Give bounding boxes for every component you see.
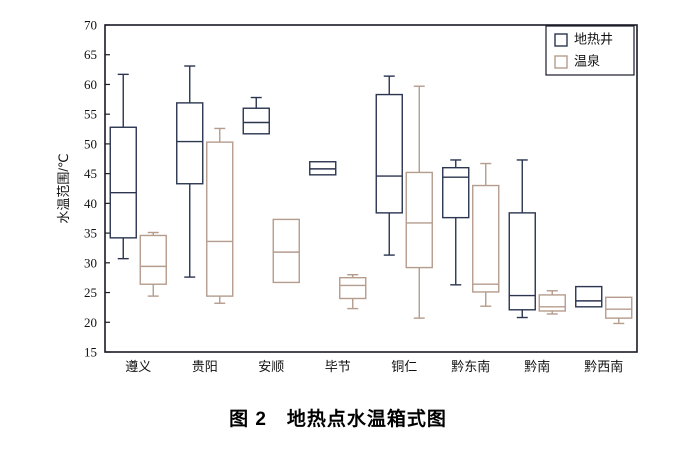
box-iqr xyxy=(575,285,603,308)
box-iqr xyxy=(339,276,367,300)
box-iqr xyxy=(405,171,433,269)
box-plot-box xyxy=(472,162,500,307)
y-axis-ticks: 15 20 25 30 35 40 45 50 55 60 65 70 xyxy=(84,18,110,360)
box-plot-box xyxy=(242,96,270,135)
box-plot-box xyxy=(309,161,337,176)
box-iqr xyxy=(538,294,566,312)
box-plot-box xyxy=(605,296,633,325)
box-iqr xyxy=(272,218,300,284)
y-tick-label: 65 xyxy=(84,47,97,62)
box-plot-box xyxy=(109,73,137,260)
box-iqr xyxy=(242,107,270,135)
box-plot-box xyxy=(176,65,204,278)
box-plot-series xyxy=(109,65,633,325)
legend-label-geothermal-well: 地热井 xyxy=(574,31,613,46)
legend-label-hot-spring: 温泉 xyxy=(574,53,600,68)
box-plot-box xyxy=(339,274,367,310)
y-tick-label: 30 xyxy=(84,255,97,270)
x-axis-category-label: 黔东南 xyxy=(451,359,490,374)
y-tick-label: 25 xyxy=(84,285,97,300)
plot-area-border xyxy=(104,24,638,353)
box-iqr xyxy=(508,212,536,311)
x-axis-category-label: 黔南 xyxy=(524,359,550,374)
y-tick-label: 40 xyxy=(84,196,97,211)
box-iqr xyxy=(375,93,403,214)
x-axis-category-label: 贵阳 xyxy=(192,359,218,374)
y-axis-title-text: 水温范围/℃ xyxy=(56,153,71,223)
y-tick-label: 55 xyxy=(84,107,97,122)
x-axis-labels: 遵义 贵阳 安顺 毕节 铜仁 黔东南 黔南 黔西南 xyxy=(125,359,623,374)
x-axis-category-label: 黔西南 xyxy=(584,359,623,374)
y-tick-label: 70 xyxy=(84,18,97,33)
legend-swatch-geothermal-well xyxy=(554,33,568,47)
box-plot-box xyxy=(206,127,234,304)
y-tick-label: 45 xyxy=(84,166,97,181)
x-axis-category-label: 安顺 xyxy=(258,359,284,374)
box-plot-box xyxy=(442,159,470,286)
series-hot-spring xyxy=(139,85,633,325)
series-geothermal-well xyxy=(109,65,603,319)
box-iqr xyxy=(109,126,137,239)
box-plot-box xyxy=(405,85,433,319)
box-plot-box xyxy=(375,75,403,256)
legend-swatch-hot-spring xyxy=(554,55,568,69)
box-plot-box xyxy=(538,290,566,315)
x-axis-category-label: 遵义 xyxy=(125,359,151,374)
y-tick-label: 50 xyxy=(84,136,97,151)
box-plot-box xyxy=(575,285,603,308)
y-tick-label: 60 xyxy=(84,77,97,92)
y-tick-label: 15 xyxy=(84,345,97,360)
y-tick-label: 35 xyxy=(84,226,97,241)
box-plot-box xyxy=(139,231,167,297)
plot-frame xyxy=(104,24,638,353)
x-axis-category-label: 毕节 xyxy=(325,359,351,374)
box-iqr xyxy=(442,166,470,219)
box-iqr xyxy=(472,184,500,293)
x-axis-category-label: 铜仁 xyxy=(391,359,417,374)
box-plot-box xyxy=(508,159,536,319)
box-plot-box xyxy=(272,218,300,284)
box-iqr xyxy=(176,102,204,185)
y-axis-title: 水温范围/℃ xyxy=(56,153,71,223)
box-iqr xyxy=(206,141,234,297)
box-iqr xyxy=(139,234,167,285)
figure-caption: 图 2 地热点水温箱式图 xyxy=(229,409,447,430)
y-tick-label: 20 xyxy=(84,315,97,330)
box-iqr xyxy=(605,296,633,319)
